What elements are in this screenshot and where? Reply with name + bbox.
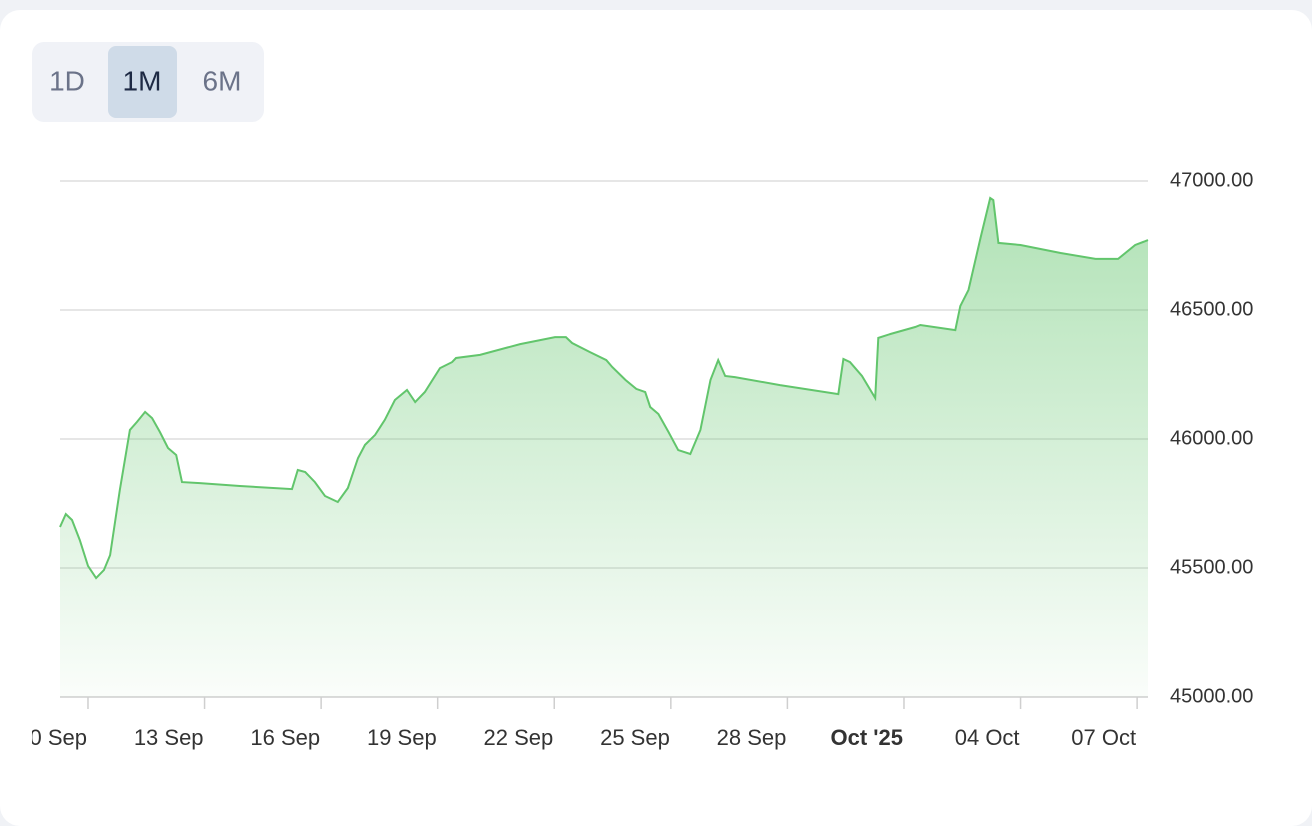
range-button[interactable]: 6M (203, 65, 242, 96)
x-tick-label: 10 Sep (17, 725, 87, 750)
y-tick-label: 47000.00 (1170, 169, 1253, 191)
y-tick-label: 45000.00 (1170, 685, 1253, 707)
line (59, 196, 1149, 580)
x-tick-label: Oct '25 (830, 725, 903, 750)
x-tick-label: 07 Oct (1071, 725, 1136, 750)
range-button-active[interactable] (108, 46, 177, 118)
x-tick-label: 19 Sep (367, 725, 437, 750)
x-tick-label: 16 Sep (250, 725, 320, 750)
x-tick-label: 22 Sep (484, 725, 554, 750)
x-tick-label: 25 Sep (600, 725, 670, 750)
y-tick-label: 45500.00 (1170, 556, 1253, 578)
x-tick-label: 04 Oct (955, 725, 1020, 750)
range-button[interactable]: 1D (49, 65, 85, 96)
x-tick-label: 13 Sep (134, 725, 204, 750)
y-tick-label: 46500.00 (1170, 298, 1253, 320)
range-button[interactable]: 1M (123, 65, 162, 96)
area-fill (60, 198, 1148, 697)
x-tick-label: 28 Sep (717, 725, 787, 750)
y-tick-label: 46000.00 (1170, 427, 1253, 449)
